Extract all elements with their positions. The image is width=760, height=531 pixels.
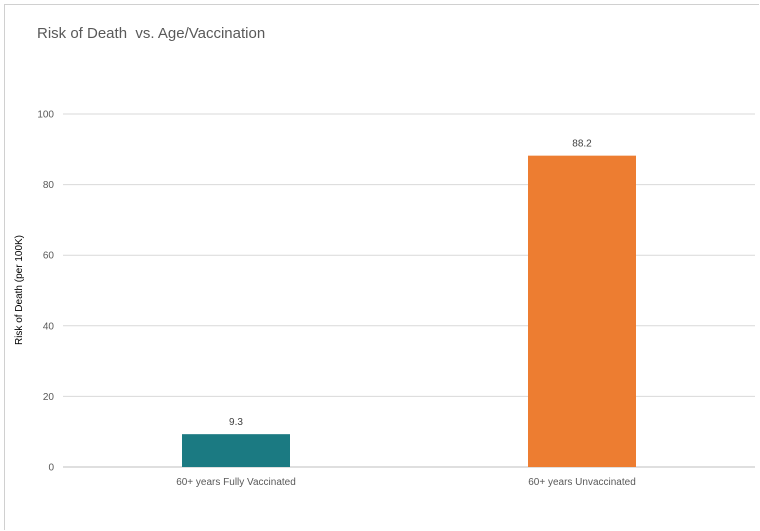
- x-axis-ticks: 60+ years Fully Vaccinated 60+ years Unva…: [176, 477, 636, 488]
- y-tick-label: 80: [43, 180, 55, 191]
- x-tick-label-1: 60+ years Fully Vaccinated: [176, 477, 296, 488]
- data-labels: 9.3 88.2: [229, 139, 592, 429]
- y-tick-label: 0: [48, 463, 54, 474]
- data-label-1: 9.3: [229, 417, 243, 428]
- bars: [182, 155, 636, 468]
- bar-2: [528, 155, 636, 468]
- y-tick-label: 100: [37, 110, 54, 121]
- y-tick-label: 20: [43, 392, 55, 403]
- y-axis-ticks: 0 20 40 60 80 100: [37, 110, 54, 474]
- chart-title: Risk of Death vs. Age/Vaccination: [37, 25, 266, 42]
- y-tick-label: 60: [43, 251, 55, 262]
- x-tick-label-2: 60+ years Unvaccinated: [528, 477, 636, 488]
- y-axis-title: Risk of Death (per 100K): [14, 235, 25, 345]
- data-label-2: 88.2: [572, 139, 592, 150]
- y-tick-label: 40: [43, 321, 55, 332]
- gridlines: [63, 113, 755, 468]
- bar-1: [182, 434, 290, 467]
